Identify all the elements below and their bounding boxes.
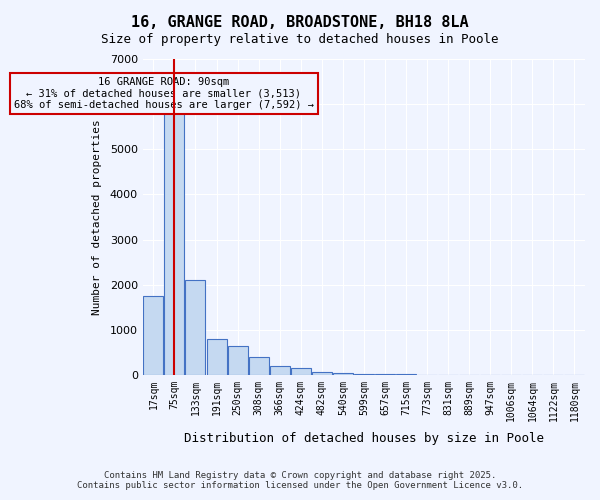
Bar [354, 374, 374, 375]
Text: 16, GRANGE ROAD, BROADSTONE, BH18 8LA: 16, GRANGE ROAD, BROADSTONE, BH18 8LA [131, 15, 469, 30]
Bar [291, 368, 311, 375]
Bar [227, 346, 248, 375]
Text: 16 GRANGE ROAD: 90sqm
← 31% of detached houses are smaller (3,513)
68% of semi-d: 16 GRANGE ROAD: 90sqm ← 31% of detached … [14, 77, 314, 110]
Text: Size of property relative to detached houses in Poole: Size of property relative to detached ho… [101, 32, 499, 46]
Bar [375, 374, 395, 375]
Bar [312, 372, 332, 375]
Y-axis label: Number of detached properties: Number of detached properties [92, 119, 101, 315]
Bar [185, 280, 205, 375]
Bar [333, 373, 353, 375]
Bar [206, 339, 227, 375]
Bar [164, 100, 184, 375]
X-axis label: Distribution of detached houses by size in Poole: Distribution of detached houses by size … [184, 432, 544, 445]
Bar [270, 366, 290, 375]
Bar [143, 296, 163, 375]
Bar [248, 357, 269, 375]
Text: Contains HM Land Registry data © Crown copyright and database right 2025.
Contai: Contains HM Land Registry data © Crown c… [77, 470, 523, 490]
